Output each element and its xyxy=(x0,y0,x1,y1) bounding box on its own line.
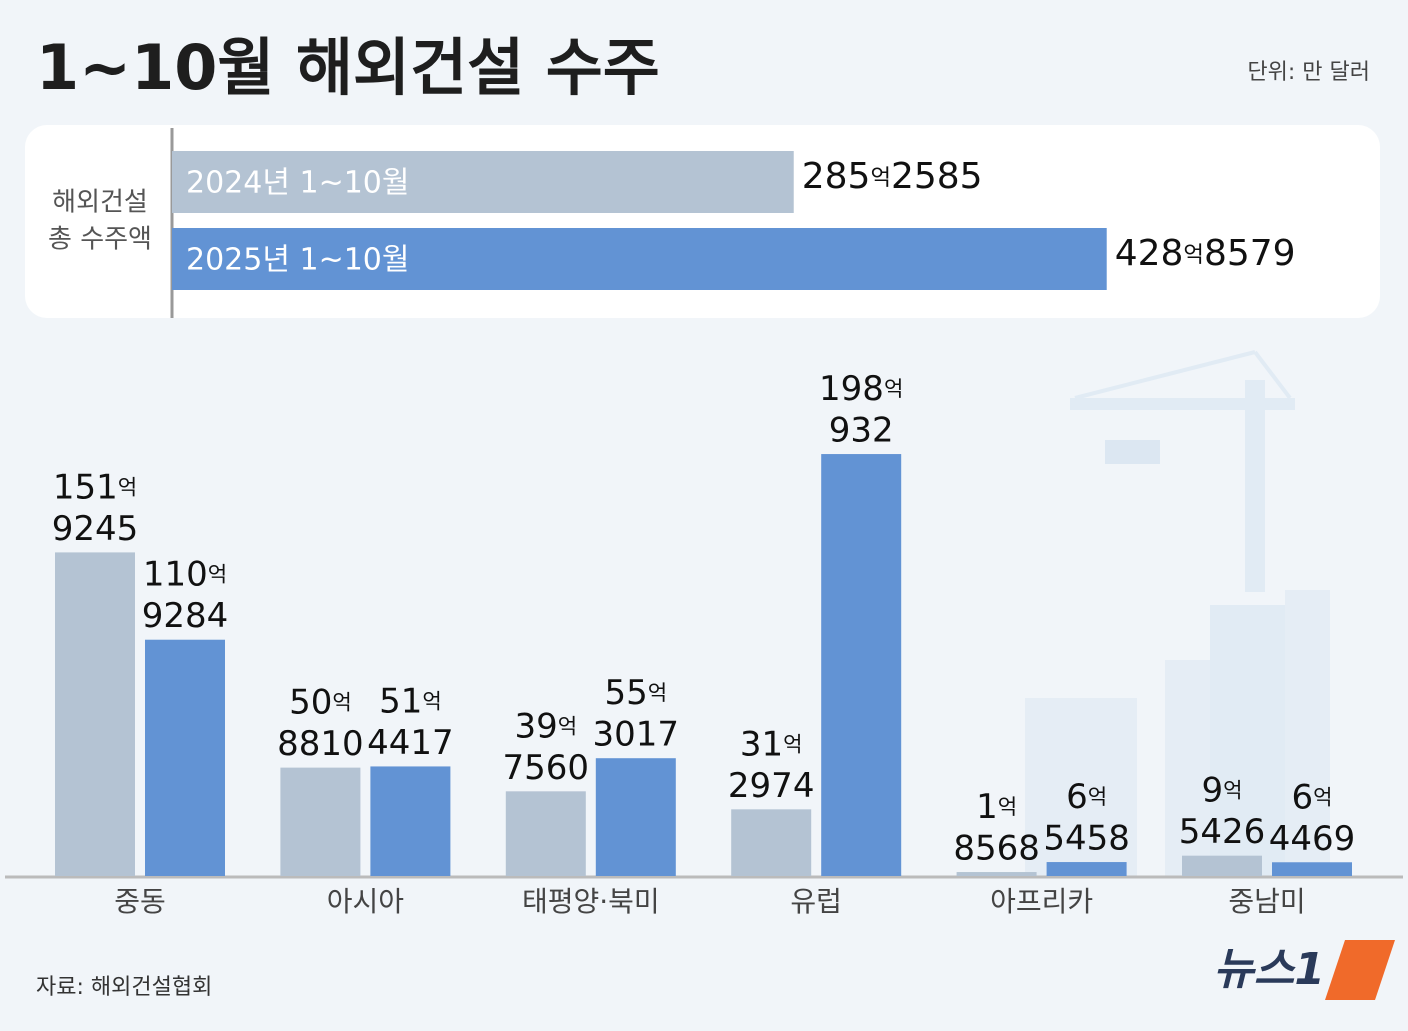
x-tick-label: 태평양·북미 xyxy=(522,885,660,918)
bar xyxy=(280,767,361,876)
value-label: 9억 xyxy=(1201,770,1242,810)
value-label: 151억 xyxy=(53,467,137,507)
x-tick-label: 아시아 xyxy=(327,885,404,918)
value-label: 55억 xyxy=(604,673,667,713)
x-tick-label: 아프리카 xyxy=(990,885,1093,918)
summary-label: 총 수주액 xyxy=(48,225,152,255)
x-tick-label: 중남미 xyxy=(1228,885,1305,918)
value-label: 198억 xyxy=(819,369,903,409)
bar xyxy=(1182,855,1262,876)
value-label: 51억 xyxy=(379,681,442,721)
summary-bar xyxy=(172,228,1107,290)
bar xyxy=(595,758,676,876)
bar xyxy=(731,809,812,876)
value-label: 6억 xyxy=(1066,777,1107,817)
bar xyxy=(1272,862,1352,876)
value-label: 4417 xyxy=(367,723,454,763)
logo-mark xyxy=(1325,940,1395,1000)
bar xyxy=(1046,862,1127,876)
value-label: 110억 xyxy=(143,554,227,594)
decoration xyxy=(1025,350,1330,876)
value-label: 7560 xyxy=(503,748,590,788)
bar xyxy=(821,454,902,876)
value-label: 4469 xyxy=(1269,819,1356,859)
bar xyxy=(55,552,135,876)
summary-category: 2024년 1~10월 xyxy=(186,166,409,201)
value-label: 285억2585 xyxy=(802,156,983,197)
source: 자료: 해외건설협회 xyxy=(36,975,212,1000)
bar xyxy=(370,766,451,876)
title: 1~10월 해외건설 수주 xyxy=(36,31,660,104)
bar xyxy=(505,791,586,876)
value-label: 5458 xyxy=(1043,819,1130,859)
x-tick-label: 유럽 xyxy=(790,885,842,918)
bar xyxy=(956,872,1037,876)
logo: 뉴스1 xyxy=(1213,944,1325,995)
x-tick-label: 중동 xyxy=(114,885,166,918)
value-label: 31억 xyxy=(740,724,803,764)
value-label: 3017 xyxy=(593,715,680,755)
value-label: 932 xyxy=(829,411,894,451)
value-label: 9245 xyxy=(52,509,139,549)
unit: 단위: 만 달러 xyxy=(1247,60,1370,85)
value-label: 9284 xyxy=(142,596,229,636)
value-label: 8810 xyxy=(277,724,364,764)
value-label: 1억 xyxy=(976,787,1017,827)
summary-category: 2025년 1~10월 xyxy=(186,243,409,278)
summary-bar xyxy=(172,151,794,213)
value-label: 6억 xyxy=(1291,777,1332,817)
value-label: 8568 xyxy=(953,829,1040,869)
bar xyxy=(145,639,225,876)
value-label: 428억8579 xyxy=(1115,233,1296,274)
summary-label: 해외건설 xyxy=(52,188,148,218)
value-label: 50억 xyxy=(289,682,352,722)
value-label: 39억 xyxy=(514,706,577,746)
value-label: 5426 xyxy=(1179,812,1266,852)
value-label: 2974 xyxy=(728,766,815,806)
